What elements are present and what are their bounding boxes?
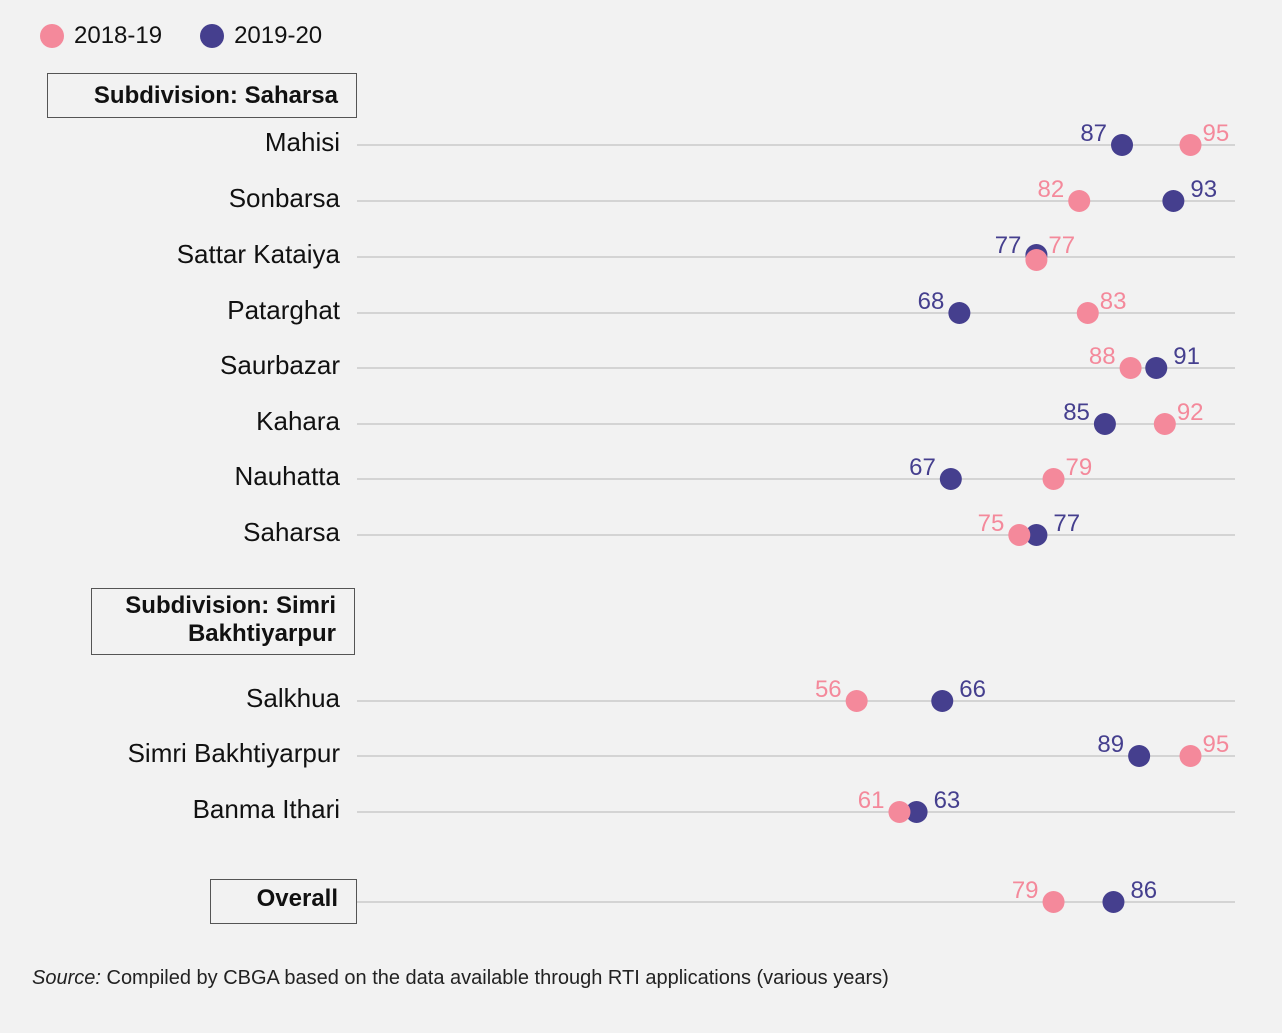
- point-2019-20-overall: [1102, 891, 1125, 913]
- data-label-2019-20-saurbazar: 91: [1173, 343, 1200, 370]
- category-label-saharsa: Saharsa: [243, 517, 340, 547]
- legend-label-2018-19: 2018-19: [74, 22, 163, 49]
- point-2019-20-salkhua: [931, 690, 954, 712]
- data-label-2018-19-mahisi: 95: [1203, 120, 1230, 147]
- section-header-overall-label: Overall: [256, 885, 338, 912]
- data-label-2019-20-sattar-kataiya: 77: [995, 232, 1022, 259]
- data-label-2019-20-banma-ithari: 63: [934, 787, 961, 814]
- category-label-simri-bakhtiyarpur: Simri Bakhtiyarpur: [128, 738, 341, 768]
- point-2019-20-nauhatta: [939, 468, 962, 490]
- source-text: Compiled by CBGA based on the data avail…: [100, 967, 889, 989]
- source-prefix: Source:: [32, 967, 101, 989]
- category-label-salkhua: Salkhua: [246, 683, 340, 713]
- data-label-2019-20-kahara: 85: [1063, 399, 1090, 426]
- point-2019-20-patarghat: [948, 302, 971, 324]
- point-2019-20-sonbarsa: [1162, 190, 1185, 212]
- legend-dot-2018-19: [40, 24, 64, 48]
- data-label-2018-19-sonbarsa: 82: [1038, 176, 1065, 203]
- point-2019-20-kahara: [1093, 413, 1116, 435]
- category-label-nauhatta: Nauhatta: [234, 461, 340, 491]
- section-header-simri-bakhtiyarpur-label: Subdivision: Simri Bakhtiyarpur: [125, 592, 336, 647]
- section-header-overall: Overall: [210, 879, 357, 924]
- category-label-mahisi: Mahisi: [265, 127, 340, 157]
- data-label-2018-19-nauhatta: 79: [1066, 454, 1093, 481]
- legend-item-2019-20: 2019-20: [200, 22, 322, 50]
- category-label-saurbazar: Saurbazar: [220, 350, 340, 380]
- data-label-2018-19-saurbazar: 88: [1089, 343, 1116, 370]
- source-note: Source: Compiled by CBGA based on the da…: [32, 967, 889, 990]
- data-label-2018-19-sattar-kataiya: 77: [1048, 232, 1075, 259]
- legend: 2018-19 2019-20: [40, 22, 360, 50]
- data-label-2019-20-saharsa: 77: [1053, 510, 1080, 537]
- point-2018-19-saurbazar: [1119, 357, 1142, 379]
- data-label-2018-19-banma-ithari: 61: [858, 787, 885, 814]
- point-2018-19-nauhatta: [1042, 468, 1065, 490]
- data-label-2018-19-simri-bakhtiyarpur: 95: [1203, 731, 1230, 758]
- data-label-2019-20-sonbarsa: 93: [1190, 176, 1217, 203]
- data-label-2019-20-mahisi: 87: [1080, 120, 1107, 147]
- point-2018-19-simri-bakhtiyarpur: [1179, 745, 1202, 767]
- data-label-2018-19-overall: 79: [1012, 877, 1039, 904]
- point-2018-19-sonbarsa: [1068, 190, 1091, 212]
- data-label-2018-19-patarghat: 83: [1100, 288, 1127, 315]
- section-header-saharsa-label: Subdivision: Saharsa: [93, 82, 338, 109]
- point-2018-19-banma-ithari: [888, 801, 911, 823]
- point-2018-19-overall: [1042, 891, 1065, 913]
- section-header-simri-bakhtiyarpur: Subdivision: Simri Bakhtiyarpur: [91, 588, 355, 655]
- point-2018-19-patarghat: [1076, 302, 1099, 324]
- point-2019-20-saurbazar: [1145, 357, 1168, 379]
- data-label-2019-20-salkhua: 66: [959, 676, 986, 703]
- point-2018-19-saharsa: [1008, 524, 1031, 546]
- legend-dot-2019-20: [200, 24, 225, 48]
- category-label-kahara: Kahara: [256, 406, 340, 436]
- category-label-sonbarsa: Sonbarsa: [229, 183, 341, 213]
- category-label-sattar-kataiya: Sattar Kataiya: [177, 239, 341, 269]
- point-2019-20-saharsa: [1025, 524, 1048, 546]
- data-label-2019-20-overall: 86: [1130, 877, 1157, 904]
- legend-label-2019-20: 2019-20: [234, 22, 323, 49]
- data-label-2019-20-nauhatta: 67: [909, 454, 936, 481]
- point-2019-20-simri-bakhtiyarpur: [1128, 745, 1151, 767]
- point-2018-19-kahara: [1153, 413, 1176, 435]
- point-2019-20-banma-ithari: [905, 801, 928, 823]
- data-label-2018-19-salkhua: 56: [815, 676, 842, 703]
- category-label-patarghat: Patarghat: [227, 295, 341, 325]
- category-label-banma-ithari: Banma Ithari: [193, 794, 340, 824]
- point-2018-19-salkhua: [845, 690, 868, 712]
- data-label-2018-19-kahara: 92: [1177, 399, 1204, 426]
- point-2018-19-mahisi: [1179, 134, 1202, 156]
- data-label-2019-20-patarghat: 68: [918, 288, 945, 315]
- point-2018-19-sattar-kataiya: [1025, 249, 1048, 271]
- point-2019-20-mahisi: [1111, 134, 1134, 156]
- legend-item-2018-19: 2018-19: [40, 22, 162, 50]
- section-header-saharsa: Subdivision: Saharsa: [47, 73, 357, 118]
- data-label-2018-19-saharsa: 75: [978, 510, 1005, 537]
- data-label-2019-20-simri-bakhtiyarpur: 89: [1097, 731, 1124, 758]
